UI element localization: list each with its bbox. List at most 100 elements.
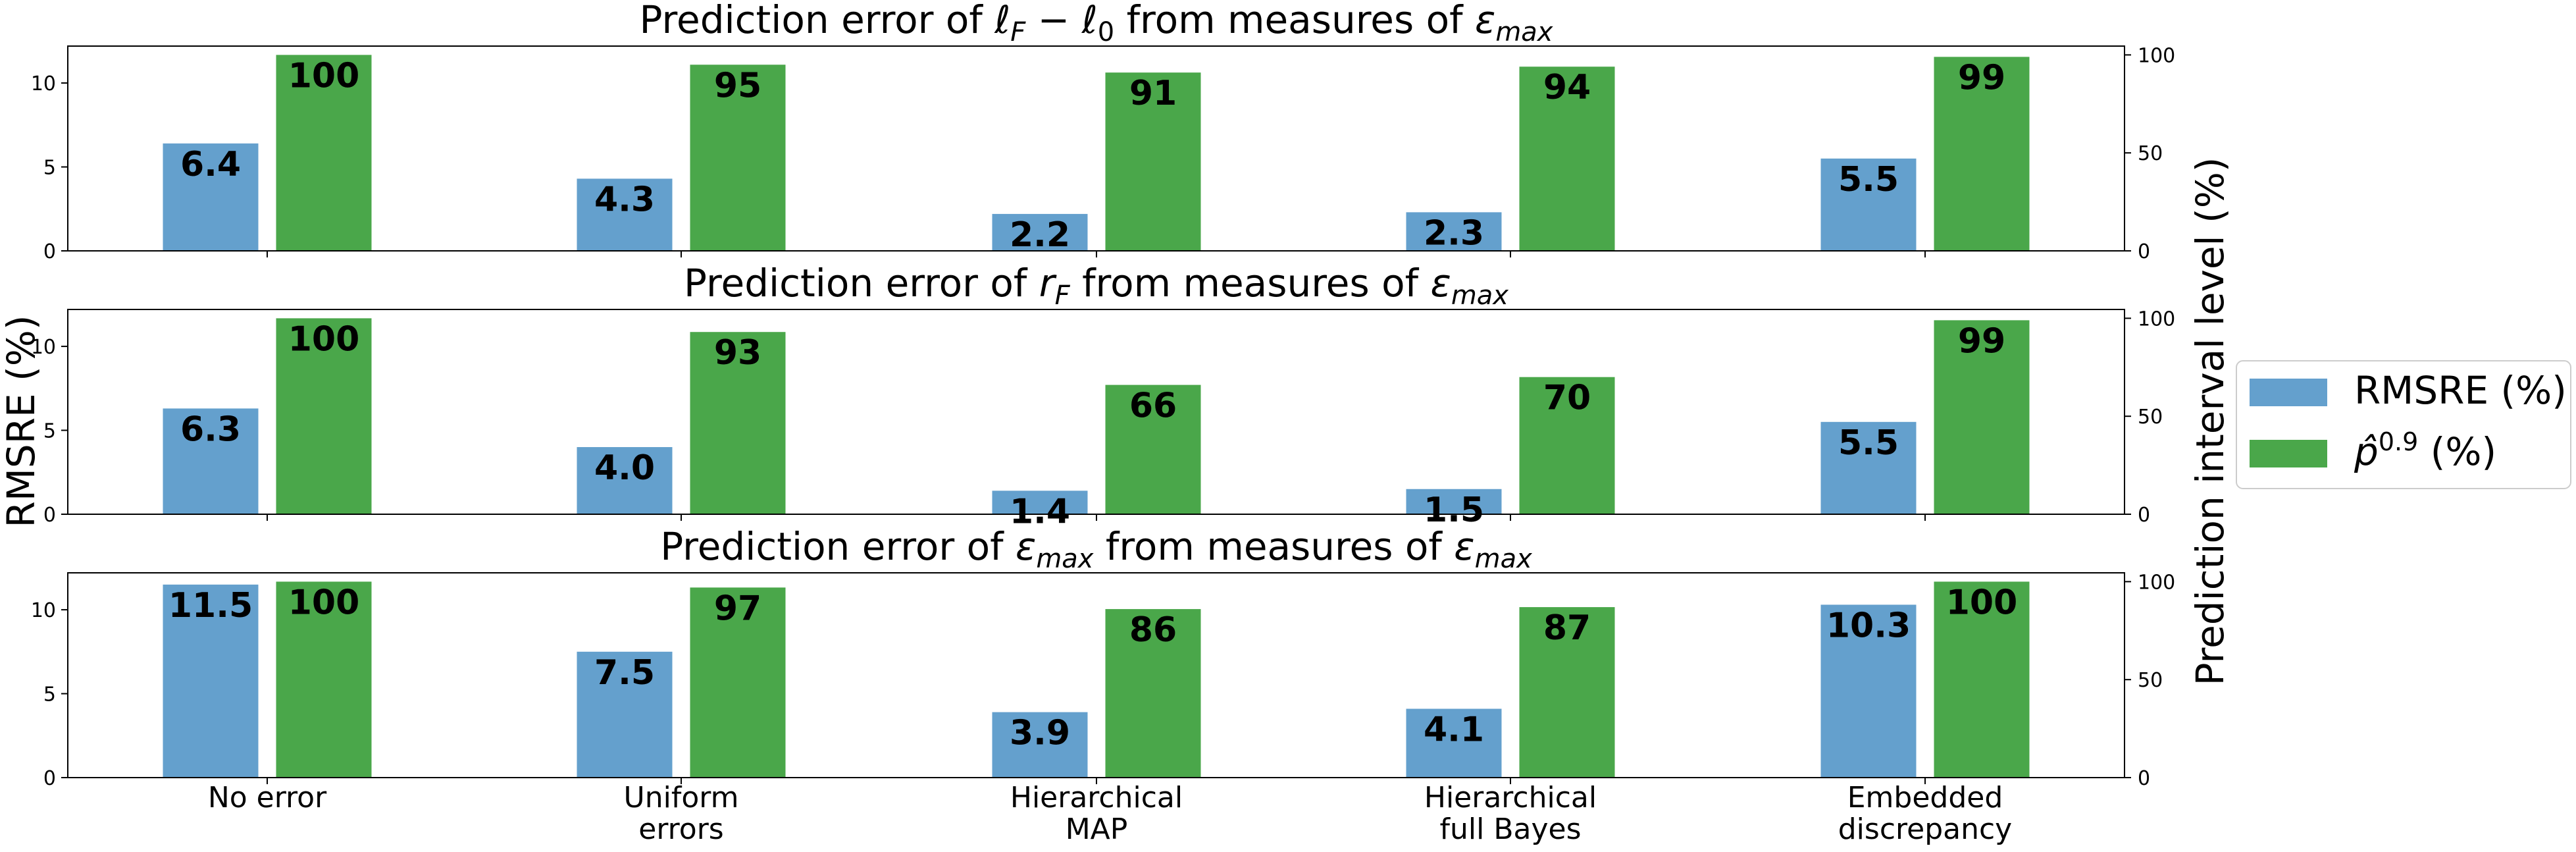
right-axis-label: Prediction interval level (%) [2188, 157, 2232, 686]
rmsre-bar [992, 491, 1088, 514]
rmsre-value-label: 10.3 [1826, 606, 1911, 645]
title-text-part: max [1036, 544, 1093, 574]
interval-value-label: 100 [288, 319, 360, 359]
interval-bar [1934, 320, 2030, 514]
rmsre-bar [1406, 708, 1502, 778]
interval-bar [1519, 67, 1615, 251]
rmsre-value-label: 4.0 [594, 448, 655, 488]
subplot-3: Prediction error of εmax from measures o… [31, 524, 2175, 846]
title-text-part: r [1039, 261, 1057, 306]
rmsre-bar [1406, 212, 1502, 251]
interval-value-label: 100 [1946, 583, 2018, 622]
title-text-part: F [1055, 280, 1071, 311]
title-text-part: Prediction error of [660, 524, 1016, 569]
title-text-part: ε [1475, 0, 1495, 42]
interval-bar [1105, 72, 1201, 251]
interval-value-label: 99 [1958, 58, 2005, 97]
title-text-part: max [1495, 17, 1553, 47]
right-tick-label: 0 [2138, 504, 2150, 527]
title-text-part: max [1475, 544, 1532, 574]
interval-value-label: 91 [1129, 74, 1177, 113]
right-tick-label: 100 [2138, 307, 2175, 331]
category-label: No error [208, 781, 327, 814]
subplot-title: Prediction error of εmax from measures o… [660, 524, 1532, 574]
rmsre-bar [163, 143, 259, 251]
rmsre-value-label: 6.3 [180, 410, 241, 449]
right-tick-label: 100 [2138, 571, 2175, 594]
interval-value-label: 70 [1543, 379, 1591, 418]
title-text-part: from measures of [1114, 0, 1475, 42]
rmsre-bar [577, 447, 673, 514]
interval-bar [1519, 607, 1615, 778]
interval-bar [690, 332, 786, 514]
interval-bar [1519, 377, 1615, 514]
interval-value-label: 100 [288, 56, 360, 95]
title-text-part: 0 [1098, 17, 1114, 47]
rmsre-bar [163, 408, 259, 514]
legend-swatch-rmsre [2250, 379, 2327, 406]
legend-symbol: p̂ [2354, 429, 2379, 474]
rmsre-value-label: 7.5 [594, 653, 655, 693]
interval-bar [690, 65, 786, 251]
rmsre-value-label: 4.1 [1424, 710, 1484, 749]
interval-value-label: 95 [714, 66, 761, 105]
title-text-part: ε [1016, 524, 1036, 569]
title-text-part: Prediction error of [640, 0, 995, 42]
title-text-part: ε [1454, 524, 1474, 569]
category-label: errors [638, 812, 723, 846]
rmsre-value-label: 3.9 [1010, 714, 1070, 753]
title-text-part: Prediction error of [684, 261, 1039, 306]
legend-label-interval: p̂0.9 (%) [2354, 427, 2496, 474]
category-label: full Bayes [1440, 812, 1582, 846]
right-tick-label: 50 [2138, 142, 2163, 165]
interval-bar [1934, 57, 2030, 252]
category-label: Uniform [624, 781, 739, 814]
right-tick-label: 100 [2138, 44, 2175, 67]
title-text-part: ℓ [1081, 0, 1098, 42]
left-tick-label: 5 [43, 420, 56, 443]
left-tick-label: 5 [43, 683, 56, 706]
rmsre-bar [577, 178, 673, 251]
right-tick-label: 0 [2138, 240, 2150, 263]
interval-value-label: 87 [1543, 608, 1591, 648]
rmsre-bar [1820, 421, 1917, 514]
interval-value-label: 94 [1543, 68, 1591, 107]
right-tick-label: 50 [2138, 406, 2163, 429]
category-label: MAP [1066, 812, 1128, 846]
subplot-title: Prediction error of rF from measures of … [684, 261, 1508, 311]
legend-label-rmsre: RMSRE (%) [2354, 368, 2567, 413]
left-tick-label: 0 [43, 240, 56, 263]
legend-swatch-interval [2250, 440, 2327, 467]
title-text-part: max [1451, 280, 1508, 311]
interval-bar [276, 581, 372, 778]
interval-value-label: 86 [1129, 610, 1177, 650]
rmsre-bar [992, 213, 1088, 251]
left-tick-label: 5 [43, 157, 56, 180]
interval-value-label: 93 [714, 333, 761, 373]
rmsre-value-label: 5.5 [1838, 423, 1899, 463]
title-text-part: − [1025, 0, 1081, 42]
rmsre-value-label: 2.2 [1010, 215, 1070, 255]
category-label: Hierarchical [1424, 781, 1597, 814]
category-label: discrepancy [1838, 812, 2012, 846]
title-text-part: F [1010, 17, 1026, 47]
rmsre-value-label: 6.4 [180, 145, 241, 184]
interval-bar [276, 55, 372, 252]
left-tick-label: 0 [43, 504, 56, 527]
rmsre-bar [163, 584, 259, 778]
axes-frame [67, 572, 2125, 778]
title-text-part: ℓ [994, 0, 1010, 42]
left-axis-label: RMSRE (%) [0, 315, 43, 528]
rmsre-bar [577, 651, 673, 778]
category-label: Embedded [1847, 781, 2003, 814]
interval-value-label: 100 [288, 583, 360, 622]
rmsre-value-label: 11.5 [168, 586, 253, 626]
rmsre-bar [1820, 158, 1917, 251]
subplot-2: Prediction error of rF from measures of … [31, 261, 2175, 531]
rmsre-value-label: 5.5 [1838, 160, 1899, 200]
title-text-part: from measures of [1093, 524, 1454, 569]
rmsre-bar [1820, 604, 1917, 778]
title-text-part: ε [1430, 261, 1451, 306]
